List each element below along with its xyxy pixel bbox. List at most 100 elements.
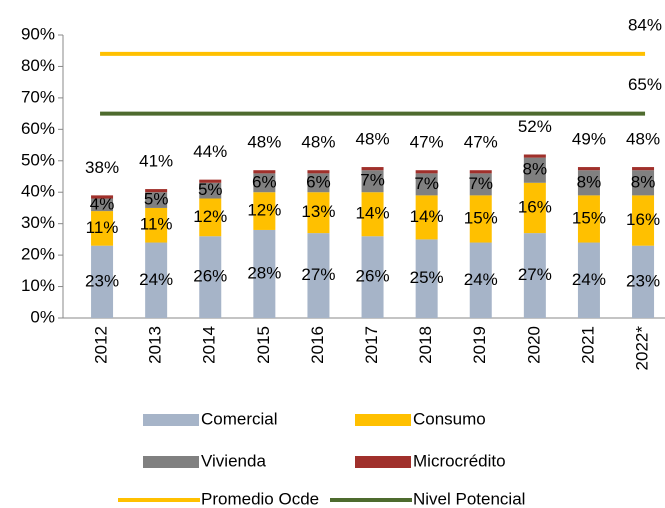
x-tick-label: 2017 xyxy=(362,326,381,364)
data-label: 8% xyxy=(523,160,548,179)
bar-segment xyxy=(415,239,438,318)
data-label: 8% xyxy=(631,172,656,191)
data-label: 27% xyxy=(518,265,552,284)
legend-swatch xyxy=(355,456,411,468)
data-label: 11% xyxy=(86,218,119,237)
y-tick-label: 80% xyxy=(21,56,55,75)
data-label: 25% xyxy=(410,268,444,287)
bar-segment xyxy=(91,211,114,246)
bar-segment xyxy=(307,173,330,193)
total-label: 44% xyxy=(193,142,227,161)
total-label: 48% xyxy=(356,130,390,149)
bar-segment xyxy=(632,170,655,196)
data-label: 26% xyxy=(356,267,390,286)
bar-segment xyxy=(361,236,384,318)
total-label: 38% xyxy=(85,158,119,177)
total-label: 48% xyxy=(626,130,660,149)
data-label: 15% xyxy=(572,208,606,227)
y-tick-label: 50% xyxy=(21,150,55,169)
data-label: 24% xyxy=(139,270,173,289)
bar-segment xyxy=(632,195,655,246)
bar-segment xyxy=(523,154,546,158)
total-label: 47% xyxy=(464,133,498,152)
total-label: 47% xyxy=(410,133,444,152)
line-label: 84% xyxy=(628,15,662,34)
data-label: 23% xyxy=(626,271,660,290)
bar-segment xyxy=(307,233,330,318)
data-label: 12% xyxy=(247,201,281,220)
bar-segment xyxy=(253,192,276,230)
data-label: 26% xyxy=(193,267,227,286)
y-tick-label: 40% xyxy=(21,182,55,201)
x-tick-label: 2019 xyxy=(470,326,489,364)
bar-segment xyxy=(632,245,655,318)
legend-label: Nivel Potencial xyxy=(413,489,525,508)
data-label: 12% xyxy=(193,207,227,226)
y-tick-label: 30% xyxy=(21,213,55,232)
bar-segment xyxy=(469,195,492,243)
data-label: 11% xyxy=(140,215,173,234)
y-tick-label: 60% xyxy=(21,119,55,138)
bar-segment xyxy=(145,189,168,193)
x-tick-label: 2022* xyxy=(633,326,652,371)
legend-swatch xyxy=(143,456,199,468)
data-label: 16% xyxy=(626,210,660,229)
data-label: 8% xyxy=(577,172,602,191)
bar-segment xyxy=(199,179,222,183)
total-label: 48% xyxy=(301,133,335,152)
bar-segment xyxy=(91,195,114,199)
y-tick-label: 70% xyxy=(21,87,55,106)
bar-segment xyxy=(469,173,492,196)
data-label: 4% xyxy=(90,194,115,213)
y-tick-label: 10% xyxy=(21,276,55,295)
bar-segment xyxy=(253,229,276,318)
legend-label: Consumo xyxy=(413,409,486,428)
bar-segment xyxy=(145,242,168,318)
data-label: 5% xyxy=(198,180,223,199)
bar-segment xyxy=(577,167,600,171)
x-tick-label: 2015 xyxy=(254,326,273,364)
bar-segment xyxy=(199,236,222,318)
data-label: 28% xyxy=(247,263,281,282)
line-label: 65% xyxy=(628,75,662,94)
bar-segment xyxy=(307,170,330,174)
y-tick-label: 90% xyxy=(21,24,55,43)
bar-segment xyxy=(523,182,546,234)
bar-segment xyxy=(253,170,276,174)
data-label: 7% xyxy=(414,174,439,193)
x-tick-label: 2012 xyxy=(92,326,111,364)
data-label: 27% xyxy=(301,265,335,284)
data-label: 7% xyxy=(360,171,385,190)
data-label: 5% xyxy=(144,190,169,209)
y-tick-label: 20% xyxy=(21,245,55,264)
data-label: 23% xyxy=(85,271,119,290)
x-tick-label: 2021 xyxy=(578,326,597,364)
data-label: 6% xyxy=(252,172,277,191)
bar-segment xyxy=(361,167,384,171)
bar-segment xyxy=(307,192,330,234)
total-label: 48% xyxy=(247,133,281,152)
x-tick-label: 2020 xyxy=(524,326,543,364)
total-label: 52% xyxy=(518,117,552,136)
bar-segment xyxy=(415,173,438,196)
y-tick-label: 0% xyxy=(30,307,55,326)
bar-segment xyxy=(523,233,546,318)
data-label: 6% xyxy=(306,172,331,191)
data-label: 24% xyxy=(572,270,606,289)
bar-segment xyxy=(253,173,276,193)
data-label: 15% xyxy=(464,208,498,227)
total-label: 41% xyxy=(139,152,173,171)
legend-label: Microcrédito xyxy=(413,451,506,470)
x-tick-label: 2016 xyxy=(308,326,327,364)
legend-swatch xyxy=(143,414,199,426)
bar-segment xyxy=(145,207,168,243)
bar-segment xyxy=(91,245,114,318)
bar-segment xyxy=(91,198,114,212)
x-tick-label: 2013 xyxy=(146,326,165,364)
legend-label: Promedio Ocde xyxy=(201,489,319,508)
x-tick-label: 2018 xyxy=(416,326,435,364)
data-label: 24% xyxy=(464,270,498,289)
x-tick-label: 2014 xyxy=(200,326,219,364)
data-label: 14% xyxy=(356,204,390,223)
